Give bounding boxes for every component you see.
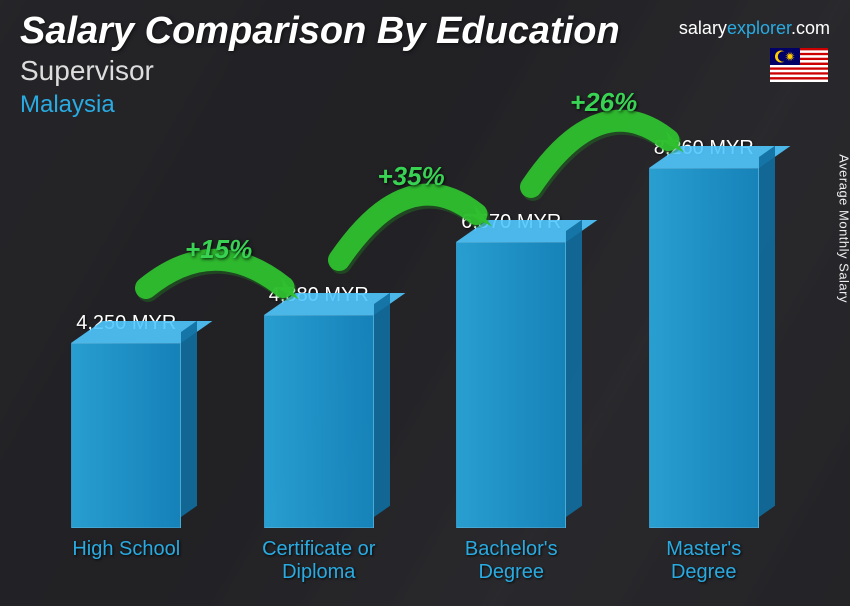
chart-column: 4,250 MYR High School [30,120,223,586]
bar-front-face [71,343,181,528]
bar-category-label: Certificate orDiploma [262,538,375,586]
bar-front-face [456,242,566,528]
chart-column: 8,260 MYR Master'sDegree [608,120,801,586]
bar-front-face [649,168,759,528]
bar-category-label: Bachelor'sDegree [465,538,558,586]
brand-part-2: explorer [727,18,791,38]
bar [456,242,566,528]
bar-side-face [759,146,775,517]
bar [649,168,759,528]
brand-part-1: salary [679,18,727,38]
chart-column: 6,570 MYR Bachelor'sDegree [415,120,608,586]
bar-category-label: High School [72,538,180,586]
salary-bar-chart: 4,250 MYR High School 4,880 MYR Certific… [30,120,800,586]
y-axis-label: Average Monthly Salary [837,154,850,303]
malaysia-flag-icon [770,48,828,82]
bar [264,315,374,528]
bar-side-face [566,220,582,517]
bar-side-face [374,293,390,517]
country-label: Malaysia [20,91,830,119]
bar-side-face [181,321,197,517]
bar-category-label: Master'sDegree [666,538,741,586]
bar [71,343,181,528]
bar-front-face [264,315,374,528]
brand-part-3: .com [791,18,830,38]
subtitle: Supervisor [20,55,830,87]
chart-column: 4,880 MYR Certificate orDiploma [223,120,416,586]
brand-logo: salaryexplorer.com [679,18,830,39]
